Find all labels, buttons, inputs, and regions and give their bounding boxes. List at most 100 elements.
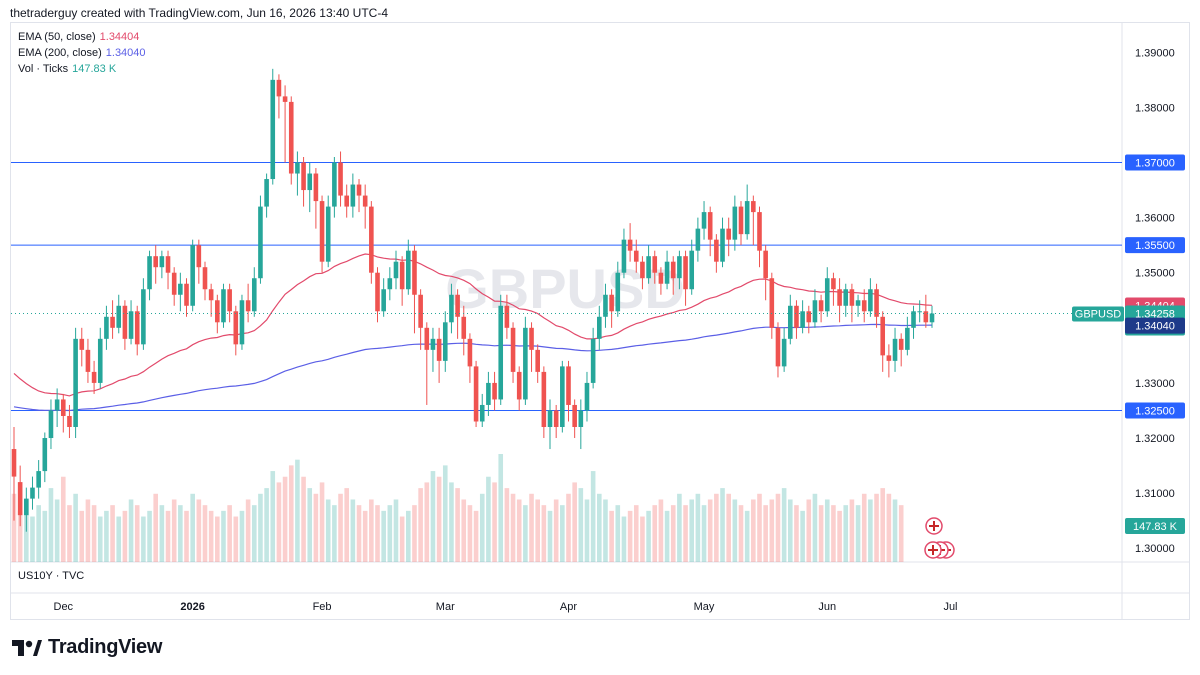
candle-body: [190, 245, 195, 306]
volume-bar: [141, 516, 146, 562]
candle-body: [590, 338, 596, 383]
candle-body: [122, 305, 128, 339]
candle-body: [714, 239, 719, 262]
volume-bar: [178, 505, 183, 562]
volume-bar: [763, 505, 768, 562]
candle-body: [578, 410, 584, 427]
horizontal-level-label: 1.35500: [1135, 240, 1175, 252]
candle-body: [781, 338, 787, 367]
chart-frame[interactable]: [10, 22, 1190, 620]
volume-bar: [473, 510, 479, 562]
volume-bar: [720, 488, 725, 562]
candle-body: [473, 366, 479, 422]
symbol-tag-label: GBPUSD: [1075, 308, 1122, 320]
ema200-value: 1.34040: [105, 47, 146, 59]
candle-body: [54, 399, 60, 411]
volume-bar: [824, 499, 830, 562]
volume-bar: [73, 493, 78, 562]
candle-body: [264, 179, 269, 207]
volume-bar: [325, 499, 331, 562]
volume-bar: [319, 482, 325, 562]
volume-bar: [578, 488, 584, 562]
candle-body: [442, 322, 448, 361]
volume-tag: [1125, 518, 1185, 534]
candle-body: [141, 289, 146, 345]
volume-bar: [122, 510, 128, 562]
volume-bar: [85, 499, 91, 562]
volume-bar: [633, 505, 639, 562]
candle-body: [677, 256, 682, 279]
candle-body: [597, 316, 602, 339]
x-tick-label: Mar: [436, 601, 455, 613]
candle-body: [695, 228, 701, 251]
candle-body: [775, 327, 781, 367]
candle-body: [301, 162, 306, 191]
volume-bar: [837, 510, 842, 562]
candle-body: [270, 79, 276, 180]
symbol-tag: [1072, 306, 1124, 322]
candle-body: [923, 311, 929, 323]
candle-body: [905, 327, 910, 350]
legend-ema200[interactable]: EMA (200, close) 1.34040: [18, 47, 146, 59]
tradingview-logo[interactable]: TradingView: [12, 636, 162, 659]
candle-body: [424, 327, 430, 350]
candle-body: [874, 289, 879, 317]
candle-body: [17, 482, 23, 516]
candle-body: [67, 415, 72, 427]
volume-bar: [751, 499, 756, 562]
volume-bar: [17, 510, 23, 562]
volume-bar: [566, 493, 571, 562]
volume-bar: [670, 505, 676, 562]
candle-body: [350, 184, 356, 207]
volume-bar: [369, 499, 374, 562]
candle-body: [929, 313, 935, 323]
volume-bar: [683, 505, 688, 562]
candle-body: [646, 256, 651, 279]
candle-body: [381, 289, 386, 312]
ema50-line: [13, 253, 933, 397]
y-tick-label: 1.33000: [1135, 378, 1175, 390]
candle-body: [541, 371, 547, 427]
candle-body: [245, 300, 251, 312]
volume-bar: [714, 493, 719, 562]
volume-bar: [597, 493, 602, 562]
candle-body: [233, 311, 239, 345]
volume-bar: [695, 493, 701, 562]
candle-body: [110, 316, 115, 328]
volume-bar: [171, 499, 177, 562]
volume-bar: [295, 459, 300, 562]
volume-bar: [529, 493, 534, 562]
volume-bar: [800, 510, 805, 562]
volume-bar: [30, 516, 35, 562]
volume-bar: [245, 499, 251, 562]
legend-ema50[interactable]: EMA (50, close) 1.34404: [18, 31, 139, 43]
legend-volume[interactable]: Vol · Ticks 147.83 K: [18, 63, 116, 75]
volume-bar: [541, 505, 547, 562]
candle-body: [806, 311, 812, 323]
volume-bar: [677, 493, 682, 562]
candle-body: [498, 305, 504, 400]
x-tick-label: 2026: [180, 601, 204, 613]
candle-body: [560, 366, 565, 427]
bottom-pane-label[interactable]: US10Y · TVC: [18, 570, 85, 582]
candle-body: [868, 289, 873, 312]
candle-body: [529, 327, 534, 350]
volume-bar: [313, 493, 319, 562]
volume-bar: [375, 505, 380, 562]
candle-body: [97, 338, 103, 383]
candle-body: [208, 289, 214, 301]
candle-body: [892, 338, 898, 361]
volume-bar: [689, 499, 695, 562]
ema200-price-tag: [1125, 317, 1185, 334]
candle-body: [732, 206, 738, 240]
volume-bar: [516, 499, 522, 562]
volume-bar: [128, 499, 134, 562]
candle-body: [387, 278, 393, 290]
horizontal-level-tag: [1125, 154, 1185, 171]
candle-body: [375, 272, 380, 312]
candle-body: [738, 206, 744, 235]
volume-bar: [134, 505, 140, 562]
volume-bar: [393, 499, 399, 562]
volume-bar: [54, 499, 60, 562]
